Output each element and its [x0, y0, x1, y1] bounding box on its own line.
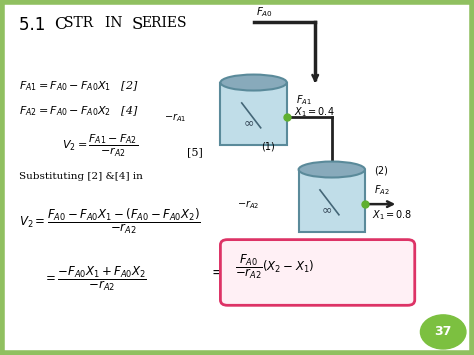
Text: $V_2 = \dfrac{F_{A0} - F_{A0}X_1 - \left(F_{A0} - F_{A0}X_2\right)}{-r_{A2}}$: $V_2 = \dfrac{F_{A0} - F_{A0}X_1 - \left… — [19, 206, 201, 236]
Text: $F_{A1}$: $F_{A1}$ — [296, 93, 312, 107]
Text: C: C — [55, 16, 67, 33]
Circle shape — [420, 315, 466, 349]
Text: $V_2 = \dfrac{F_{A1} - F_{A2}}{-r_{A2}}$: $V_2 = \dfrac{F_{A1} - F_{A2}}{-r_{A2}}$ — [62, 133, 138, 159]
Text: [5]: [5] — [187, 147, 203, 157]
Text: 37: 37 — [435, 326, 452, 338]
Text: (1): (1) — [261, 142, 275, 152]
Text: ERIES: ERIES — [141, 16, 187, 30]
Text: $= \dfrac{-F_{A0}X_1 + F_{A0}X_2}{-r_{A2}}$: $= \dfrac{-F_{A0}X_1 + F_{A0}X_2}{-r_{A2… — [43, 264, 146, 293]
Ellipse shape — [299, 162, 365, 178]
Text: $F_{A1} = F_{A0} - F_{A0} X_1$   [2]: $F_{A1} = F_{A0} - F_{A0} X_1$ [2] — [19, 80, 138, 93]
Text: $\infty$: $\infty$ — [243, 116, 255, 129]
Text: STR: STR — [64, 16, 98, 30]
Text: $=$: $=$ — [209, 264, 223, 278]
Text: (2): (2) — [374, 165, 388, 175]
Text: Substituting [2] &[4] in: Substituting [2] &[4] in — [19, 172, 143, 181]
Text: $F_{A2}$: $F_{A2}$ — [374, 184, 390, 197]
FancyBboxPatch shape — [299, 170, 365, 231]
Text: $\infty$: $\infty$ — [321, 203, 333, 216]
Text: $X_1 = 0.8$: $X_1 = 0.8$ — [372, 208, 412, 222]
Text: $\dfrac{F_{A0}}{-r_{A2}}\left(X_2 - X_1\right)$: $\dfrac{F_{A0}}{-r_{A2}}\left(X_2 - X_1\… — [235, 252, 314, 281]
Text: $X_1 = 0.4$: $X_1 = 0.4$ — [294, 105, 335, 119]
Text: IN: IN — [105, 16, 127, 30]
Text: S: S — [132, 16, 143, 33]
Ellipse shape — [220, 75, 287, 91]
FancyBboxPatch shape — [220, 240, 415, 305]
Text: 5.1: 5.1 — [19, 16, 51, 34]
Text: $-r_{A1}$: $-r_{A1}$ — [164, 112, 186, 125]
FancyBboxPatch shape — [220, 82, 287, 145]
Text: $-r_{A2}$: $-r_{A2}$ — [237, 199, 259, 212]
Text: $F_{A0}$: $F_{A0}$ — [256, 5, 273, 18]
Text: $F_{A2} = F_{A0} - F_{A0} X_2$   [4]: $F_{A2} = F_{A0} - F_{A0} X_2$ [4] — [19, 105, 138, 118]
